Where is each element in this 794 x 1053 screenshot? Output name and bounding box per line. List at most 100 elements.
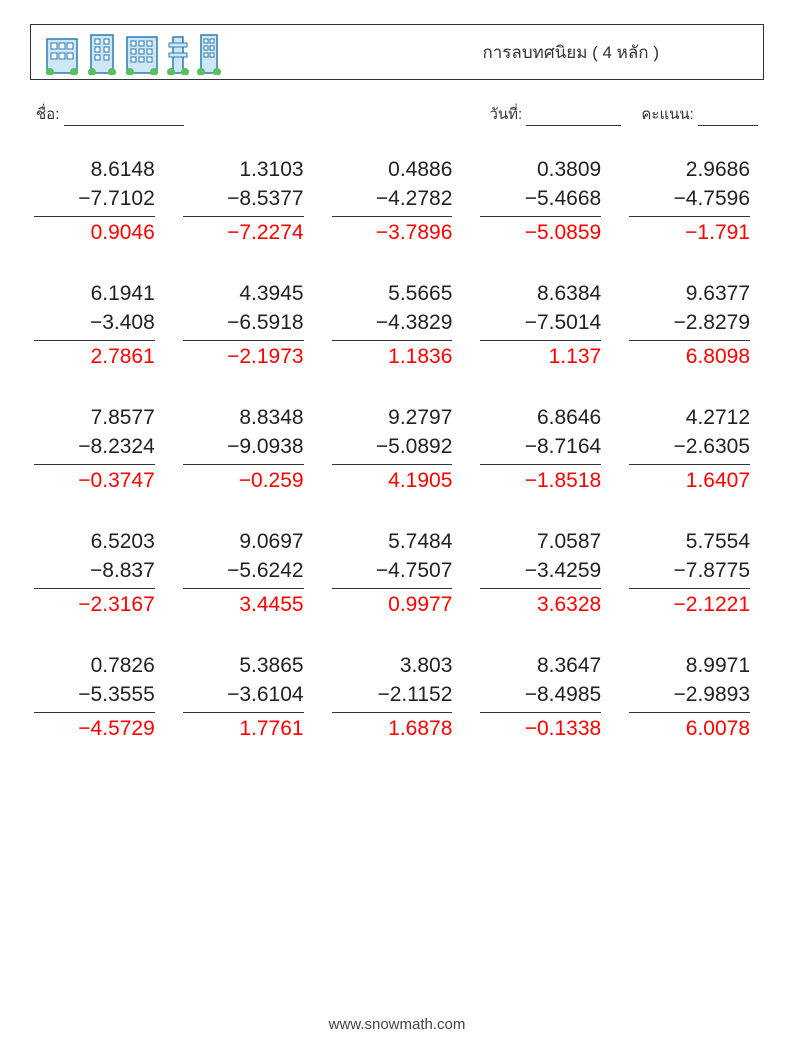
minuend: 9.0697 [183,528,304,557]
minuend: 8.8348 [183,404,304,433]
answer: −0.259 [183,465,304,496]
problem: 8.3647−8.4985−0.1338 [480,652,611,744]
answer: −1.8518 [480,465,601,496]
answer: 3.6328 [480,589,601,620]
answer: −3.7896 [332,217,453,248]
name-line [64,109,184,126]
problem: 9.0697−5.62423.4455 [183,528,314,620]
problem: 9.6377−2.82796.8098 [629,280,760,372]
minuend: 5.7554 [629,528,750,557]
info-row: ชื่อ: วันที่: คะแนน: [30,102,764,126]
minuend: 7.8577 [34,404,155,433]
problem: 6.8646−8.7164−1.8518 [480,404,611,496]
answer: 1.137 [480,341,601,372]
minuend: 8.9971 [629,652,750,681]
answer: 3.4455 [183,589,304,620]
minuend: 7.0587 [480,528,601,557]
subtrahend: −2.6305 [629,433,750,465]
answer: 1.6407 [629,465,750,496]
answer: −5.0859 [480,217,601,248]
minuend: 0.3809 [480,156,601,185]
score-line [698,109,758,126]
problem: 5.3865−3.61041.7761 [183,652,314,744]
subtrahend: −4.7507 [332,557,453,589]
subtrahend: −8.7164 [480,433,601,465]
problem: 6.5203−8.837−2.3167 [34,528,165,620]
minuend: 2.9686 [629,156,750,185]
answer: −0.1338 [480,713,601,744]
minuend: 9.2797 [332,404,453,433]
subtrahend: −5.0892 [332,433,453,465]
worksheet-page: การลบทศนิยม ( 4 หลัก ) ชื่อ: วันที่: คะแ… [0,0,794,1053]
problem: 7.8577−8.2324−0.3747 [34,404,165,496]
problem: 0.7826−5.3555−4.5729 [34,652,165,744]
answer: −1.791 [629,217,750,248]
buildings-icon-group [45,29,221,75]
answer: −2.3167 [34,589,155,620]
subtrahend: −3.4259 [480,557,601,589]
subtrahend: −3.6104 [183,681,304,713]
subtrahend: −6.5918 [183,309,304,341]
answer: 6.0078 [629,713,750,744]
footer: www.snowmath.com [0,1016,794,1033]
name-field: ชื่อ: [36,102,184,126]
problem: 0.3809−5.4668−5.0859 [480,156,611,248]
problem: 7.0587−3.42593.6328 [480,528,611,620]
date-line [526,109,621,126]
building-icon [125,33,159,75]
date-label: วันที่: [489,106,522,123]
subtrahend: −8.5377 [183,185,304,217]
minuend: 9.6377 [629,280,750,309]
answer: −0.3747 [34,465,155,496]
answer: 1.7761 [183,713,304,744]
problem: 8.8348−9.0938−0.259 [183,404,314,496]
problem: 5.7484−4.75070.9977 [332,528,463,620]
subtrahend: −9.0938 [183,433,304,465]
problem: 8.6384−7.50141.137 [480,280,611,372]
problem: 5.7554−7.8775−2.1221 [629,528,760,620]
answer: −2.1221 [629,589,750,620]
date-field: วันที่: [489,102,621,126]
problem: 4.3945−6.5918−2.1973 [183,280,314,372]
answer: 1.1836 [332,341,453,372]
minuend: 8.6384 [480,280,601,309]
subtrahend: −4.3829 [332,309,453,341]
name-label: ชื่อ: [36,106,59,123]
problem: 8.6148−7.71020.9046 [34,156,165,248]
problem: 8.9971−2.98936.0078 [629,652,760,744]
subtrahend: −7.8775 [629,557,750,589]
minuend: 5.5665 [332,280,453,309]
minuend: 6.8646 [480,404,601,433]
problem: 1.3103−8.5377−7.2274 [183,156,314,248]
minuend: 5.3865 [183,652,304,681]
subtrahend: −8.837 [34,557,155,589]
subtrahend: −5.4668 [480,185,601,217]
answer: 6.8098 [629,341,750,372]
problems-grid: 8.6148−7.71020.90461.3103−8.5377−7.22740… [30,156,764,744]
subtrahend: −7.7102 [34,185,155,217]
answer: 2.7861 [34,341,155,372]
problem: 9.2797−5.08924.1905 [332,404,463,496]
minuend: 4.2712 [629,404,750,433]
problem: 3.803−2.11521.6878 [332,652,463,744]
problem: 6.1941−3.4082.7861 [34,280,165,372]
header-box: การลบทศนิยม ( 4 หลัก ) [30,24,764,80]
subtrahend: −2.1152 [332,681,453,713]
minuend: 1.3103 [183,156,304,185]
subtrahend: −2.9893 [629,681,750,713]
building-icon [197,33,221,75]
worksheet-title: การลบทศนิยม ( 4 หลัก ) [482,39,749,66]
minuend: 4.3945 [183,280,304,309]
info-right: วันที่: คะแนน: [489,102,758,126]
answer: 1.6878 [332,713,453,744]
subtrahend: −5.6242 [183,557,304,589]
answer: −7.2274 [183,217,304,248]
subtrahend: −3.408 [34,309,155,341]
subtrahend: −4.2782 [332,185,453,217]
answer: −4.5729 [34,713,155,744]
problem: 0.4886−4.2782−3.7896 [332,156,463,248]
minuend: 3.803 [332,652,453,681]
answer: 0.9046 [34,217,155,248]
subtrahend: −5.3555 [34,681,155,713]
info-left: ชื่อ: [36,102,184,126]
